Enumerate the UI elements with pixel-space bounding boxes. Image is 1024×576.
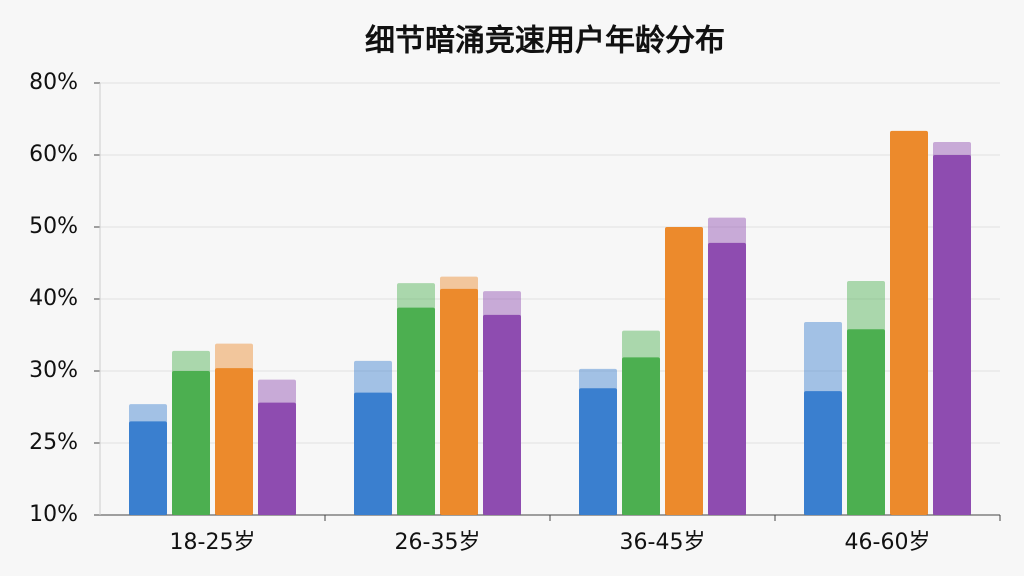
bar [129,421,167,515]
y-tick-label: 50% [29,214,78,239]
bar [665,227,703,515]
bar [440,288,478,515]
bar [622,357,660,515]
bar [933,155,971,515]
x-tick-label: 18-25岁 [170,530,256,555]
y-tick-label: 60% [29,142,78,167]
bar [847,329,885,515]
y-tick-label: 80% [29,70,78,95]
bar [258,402,296,515]
bar [890,130,928,515]
x-tick-label: 46-60岁 [845,530,931,555]
bar [354,392,392,515]
bar [579,388,617,515]
bar [483,314,521,515]
y-tick-label: 10% [29,502,78,527]
bar [215,368,253,515]
x-tick-label: 26-35岁 [395,530,481,555]
bar [397,307,435,515]
y-tick-label: 40% [29,286,78,311]
y-tick-label: 30% [29,358,78,383]
bar [708,242,746,515]
y-tick-label: 25% [29,430,78,455]
x-tick-label: 36-45岁 [620,530,706,555]
bar [804,391,842,515]
bar [172,371,210,515]
chart-title: 细节暗涌竞速用户年龄分布 [365,24,725,59]
